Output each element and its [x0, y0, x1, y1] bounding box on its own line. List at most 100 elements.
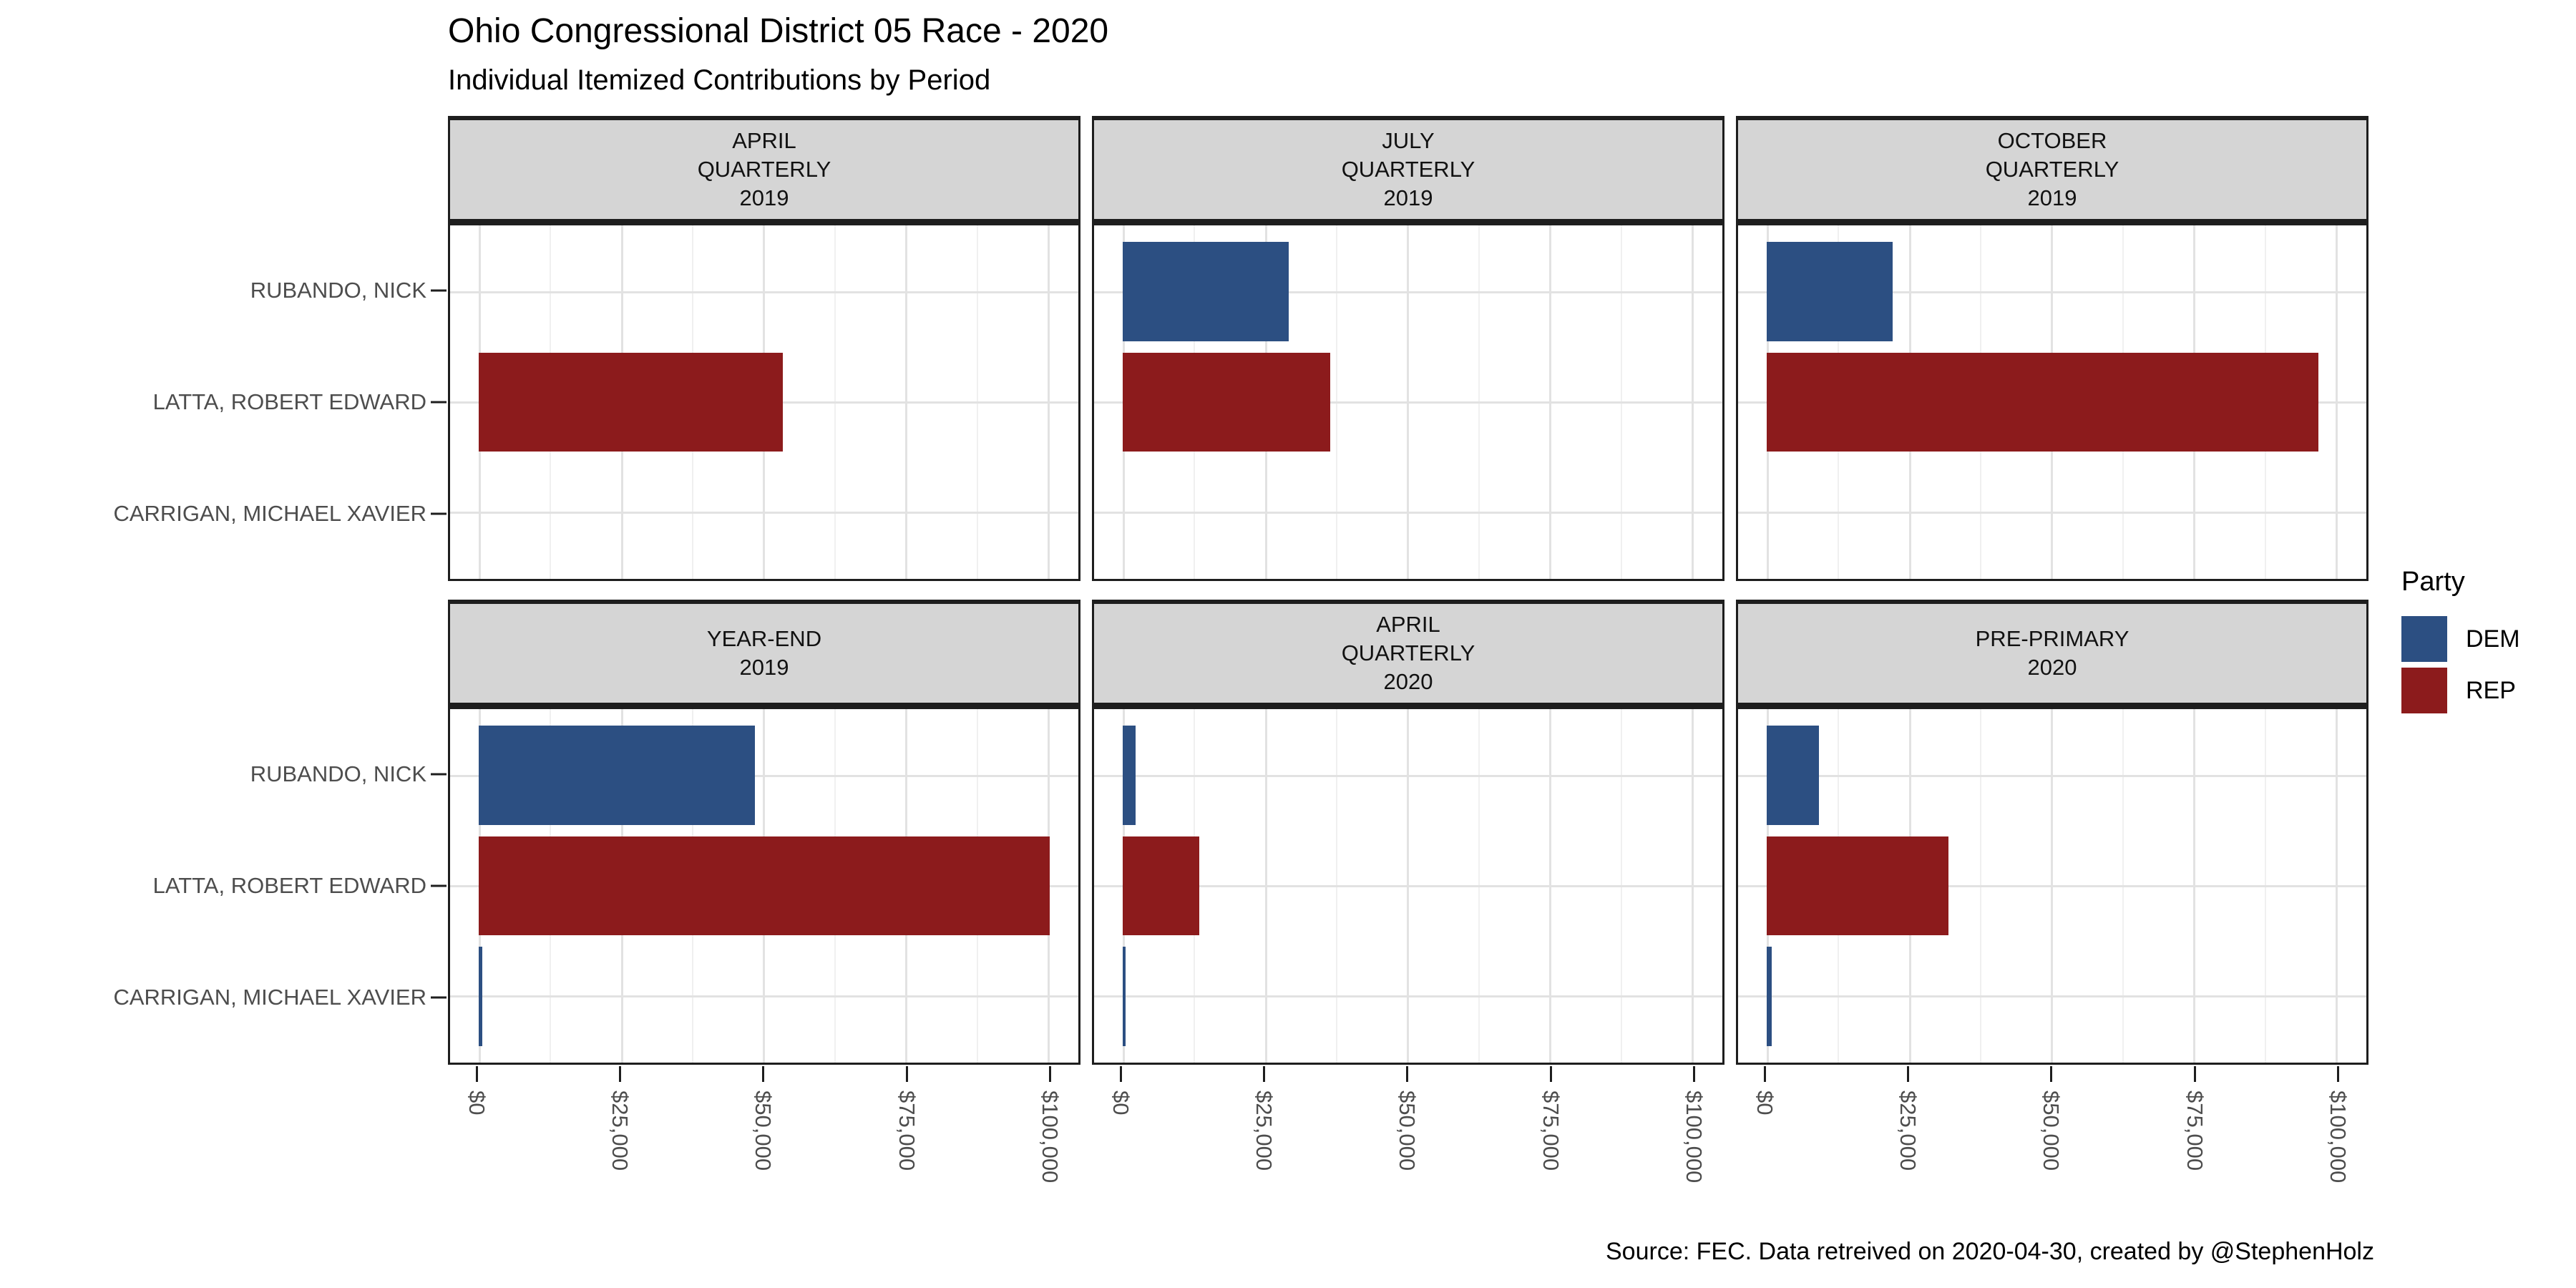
facet-strip-label: 2019 — [2027, 185, 2077, 210]
x-axis-tick — [2050, 1066, 2053, 1082]
x-axis-label: $100,000 — [1037, 1091, 1063, 1184]
facet-strip-label: PRE-PRIMARY — [1975, 626, 2129, 651]
x-axis-tick — [476, 1066, 479, 1082]
facet-strip-label: QUARTERLY — [1341, 640, 1475, 665]
category-gridline — [450, 512, 1078, 514]
x-axis-tick — [762, 1066, 765, 1082]
plot-panel — [1736, 707, 2368, 1065]
contribution-bar — [1766, 836, 1949, 936]
contribution-bar — [1766, 946, 1772, 1046]
x-axis-tick — [619, 1066, 622, 1082]
category-gridline — [1094, 291, 1722, 293]
facet-strip-label: 2020 — [2027, 655, 2077, 680]
x-axis-label: $100,000 — [2325, 1091, 2351, 1184]
x-axis-label: $50,000 — [751, 1091, 776, 1171]
category-gridline — [1094, 995, 1722, 998]
dem-color-swatch — [2401, 616, 2447, 662]
category-gridline — [1094, 512, 1722, 514]
x-axis-label: $0 — [1108, 1091, 1134, 1116]
y-axis-tick — [431, 884, 447, 887]
y-axis-tick — [431, 289, 447, 292]
facet-strip-label: 2019 — [739, 655, 789, 680]
x-axis-label: $25,000 — [1252, 1091, 1277, 1171]
category-gridline — [1738, 995, 2366, 998]
x-axis-tick — [2336, 1066, 2339, 1082]
plot-panel — [1092, 707, 1724, 1065]
x-axis-label: $75,000 — [2182, 1091, 2207, 1171]
x-axis-tick — [1907, 1066, 1910, 1082]
plot-panel — [1092, 223, 1724, 581]
chart-title: Ohio Congressional District 05 Race - 20… — [448, 12, 1109, 50]
facet-strip-label: APRIL — [732, 128, 796, 153]
x-axis-label: $0 — [464, 1091, 490, 1116]
contribution-bar — [478, 352, 784, 452]
x-axis-label: $25,000 — [608, 1091, 633, 1171]
x-axis-tick — [1048, 1066, 1051, 1082]
facet-panel: APRIL QUARTERLY 2020 — [1092, 600, 1724, 1065]
contribution-bar — [1122, 726, 1136, 826]
contribution-bar — [1766, 352, 2319, 452]
facet-panel: JULY QUARTERLY 2019 — [1092, 116, 1724, 581]
facet-strip-label: JULY — [1382, 128, 1435, 153]
y-axis-tick — [431, 512, 447, 515]
legend: Party DEM REP — [2401, 567, 2573, 719]
category-gridline — [450, 291, 1078, 293]
rep-color-swatch — [2401, 668, 2447, 713]
plot-panel — [1736, 223, 2368, 581]
plot-panel — [448, 223, 1080, 581]
facet-panel: OCTOBER QUARTERLY 2019 — [1736, 116, 2368, 581]
chart-subtitle: Individual Itemized Contributions by Per… — [448, 64, 991, 96]
y-axis-label: LATTA, ROBERT EDWARD — [152, 873, 426, 898]
contribution-bar — [478, 836, 1050, 936]
x-axis-label: $50,000 — [2039, 1091, 2064, 1171]
y-axis-tick — [431, 773, 447, 776]
y-axis-label: LATTA, ROBERT EDWARD — [152, 389, 426, 414]
contribution-bar — [1766, 726, 1820, 826]
category-gridline — [1738, 512, 2366, 514]
facet-strip-label: QUARTERLY — [1985, 157, 2119, 182]
facet-panel: PRE-PRIMARY 2020 — [1736, 600, 2368, 1065]
y-axis-label: CARRIGAN, MICHAEL XAVIER — [113, 985, 426, 1010]
x-axis-tick — [1263, 1066, 1266, 1082]
contribution-bar — [1122, 836, 1200, 936]
contribution-bar — [478, 946, 482, 1046]
facet-strip-label: QUARTERLY — [697, 157, 831, 182]
x-axis-tick — [1764, 1066, 1767, 1082]
facet-strip: YEAR-END 2019 — [448, 600, 1080, 707]
facet-strip-label: YEAR-END — [706, 626, 822, 651]
category-gridline — [1738, 885, 2366, 887]
plot-panel — [448, 707, 1080, 1065]
category-gridline — [1094, 885, 1722, 887]
legend-item-dem: DEM — [2401, 616, 2573, 662]
facet-strip-label: OCTOBER — [1997, 128, 2107, 153]
x-axis-tick — [1406, 1066, 1409, 1082]
facet-strip-label: APRIL — [1376, 612, 1440, 637]
facet-strip: APRIL QUARTERLY 2019 — [448, 116, 1080, 223]
y-axis-label: RUBANDO, NICK — [250, 277, 426, 303]
y-axis-tick — [431, 996, 447, 999]
facet-panel: APRIL QUARTERLY 2019 — [448, 116, 1080, 581]
x-axis-label: $75,000 — [1538, 1091, 1563, 1171]
facet-strip-label: 2019 — [739, 185, 789, 210]
legend-label-dem: DEM — [2466, 625, 2520, 653]
contribution-bar — [478, 726, 756, 826]
x-axis-tick — [905, 1066, 908, 1082]
category-gridline — [1094, 774, 1722, 777]
x-axis-tick — [1692, 1066, 1695, 1082]
facet-strip-label: 2019 — [1383, 185, 1433, 210]
category-gridline — [1094, 401, 1722, 404]
category-gridline — [1738, 774, 2366, 777]
x-axis-label: $50,000 — [1395, 1091, 1420, 1171]
x-axis-tick — [2193, 1066, 2196, 1082]
x-axis-label: $100,000 — [1681, 1091, 1707, 1184]
x-axis-tick — [1120, 1066, 1123, 1082]
x-axis-label: $0 — [1752, 1091, 1778, 1116]
category-gridline — [450, 774, 1078, 777]
y-axis-label: CARRIGAN, MICHAEL XAVIER — [113, 501, 426, 527]
x-axis-label: $75,000 — [894, 1091, 919, 1171]
contribution-bar — [1122, 946, 1126, 1046]
facet-strip: APRIL QUARTERLY 2020 — [1092, 600, 1724, 707]
facet-strip: PRE-PRIMARY 2020 — [1736, 600, 2368, 707]
facet-strip: JULY QUARTERLY 2019 — [1092, 116, 1724, 223]
source-caption: Source: FEC. Data retreived on 2020-04-3… — [1606, 1238, 2374, 1265]
